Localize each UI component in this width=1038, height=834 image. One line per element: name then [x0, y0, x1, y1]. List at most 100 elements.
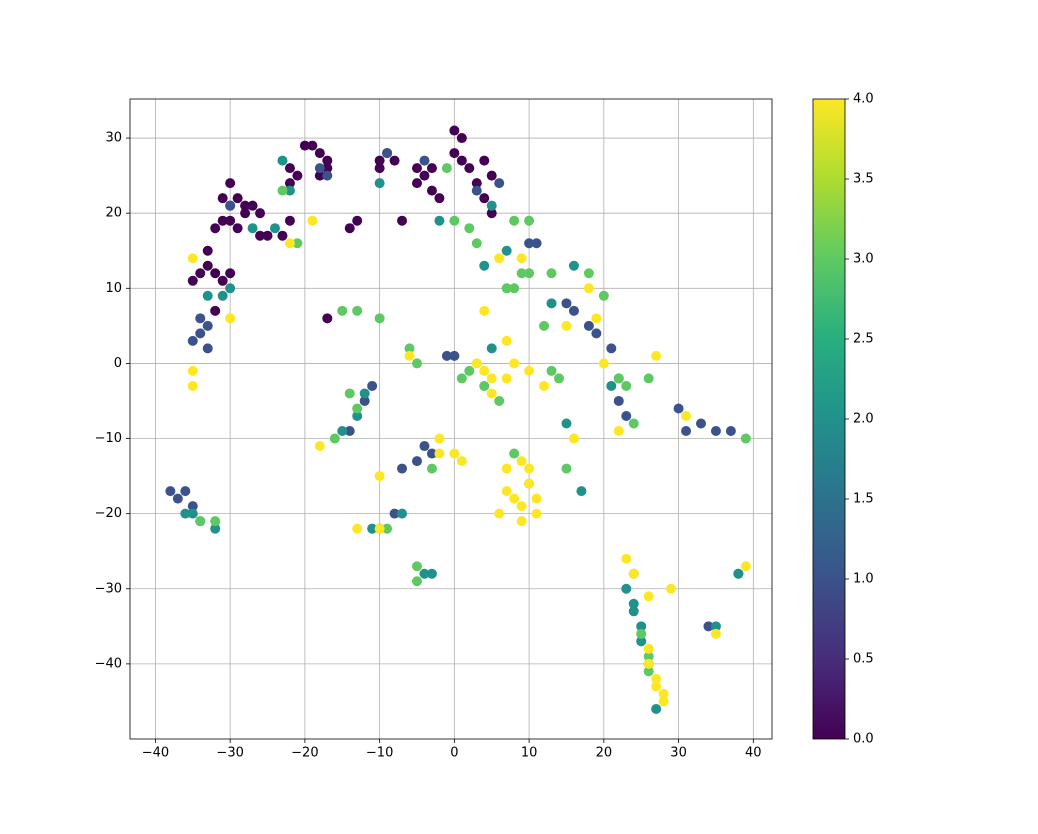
point — [382, 148, 393, 159]
y-tick-label: −40 — [95, 656, 122, 671]
point — [479, 260, 490, 271]
point — [374, 523, 385, 534]
point — [284, 215, 295, 226]
point — [277, 230, 288, 241]
point — [643, 666, 654, 677]
point — [449, 215, 460, 226]
point — [322, 313, 333, 324]
point — [426, 568, 437, 579]
point — [479, 365, 490, 376]
point — [434, 215, 445, 226]
point — [426, 185, 437, 196]
point — [501, 463, 512, 474]
point — [643, 591, 654, 602]
point — [598, 358, 609, 369]
point — [531, 238, 542, 249]
colorbar-tick-label: 2.5 — [853, 332, 874, 347]
point — [225, 268, 236, 279]
point — [367, 523, 378, 534]
point — [397, 508, 408, 519]
point — [202, 320, 213, 331]
point — [509, 358, 520, 369]
point — [195, 516, 206, 527]
point — [464, 223, 475, 234]
y-tick-label: −20 — [95, 506, 122, 521]
point — [479, 380, 490, 391]
point — [643, 373, 654, 384]
point — [613, 426, 624, 437]
point — [479, 155, 490, 166]
y-tick-label: −30 — [95, 581, 122, 596]
point — [568, 305, 579, 316]
point — [187, 275, 198, 286]
point — [546, 298, 557, 309]
colorbar-tick-label: 4.0 — [853, 92, 874, 107]
point — [628, 598, 639, 609]
point — [225, 178, 236, 189]
point — [583, 268, 594, 279]
point — [501, 373, 512, 384]
point — [561, 298, 572, 309]
point — [307, 140, 318, 151]
point — [456, 133, 467, 144]
colorbar-tick-label: 3.5 — [853, 172, 874, 187]
x-tick-label: 0 — [450, 746, 458, 761]
point — [621, 553, 632, 564]
point — [397, 215, 408, 226]
point — [210, 523, 221, 534]
point — [322, 155, 333, 166]
plot-frame — [129, 98, 773, 740]
point — [509, 493, 520, 504]
point — [374, 471, 385, 482]
point — [710, 628, 721, 639]
point — [292, 170, 303, 181]
point — [710, 621, 721, 632]
point — [314, 148, 325, 159]
point — [651, 703, 662, 714]
point — [583, 320, 594, 331]
point — [434, 448, 445, 459]
point — [643, 651, 654, 662]
y-tick-label: 10 — [105, 281, 122, 296]
point — [651, 350, 662, 361]
point — [479, 305, 490, 316]
point — [187, 365, 198, 376]
point — [651, 681, 662, 692]
point — [703, 621, 714, 632]
point — [359, 395, 370, 406]
point — [352, 215, 363, 226]
point — [352, 523, 363, 534]
point — [374, 178, 385, 189]
point — [232, 193, 243, 204]
x-tick-label: −20 — [291, 746, 318, 761]
y-tick-label: 30 — [105, 131, 122, 146]
point — [359, 388, 370, 399]
colorbar-tick-label: 3.0 — [853, 252, 874, 267]
point — [337, 426, 348, 437]
point — [255, 230, 266, 241]
point — [516, 456, 527, 467]
point — [232, 223, 243, 234]
point — [434, 193, 445, 204]
point — [419, 441, 430, 452]
point — [681, 426, 692, 437]
point — [516, 268, 527, 279]
point — [471, 185, 482, 196]
point — [322, 163, 333, 174]
x-tick-label: −10 — [366, 746, 393, 761]
point — [449, 148, 460, 159]
point — [486, 170, 497, 181]
point — [344, 388, 355, 399]
y-tick-label: −10 — [95, 431, 122, 446]
point — [187, 335, 198, 346]
point — [471, 238, 482, 249]
point — [314, 170, 325, 181]
point — [524, 215, 535, 226]
point — [225, 215, 236, 226]
point — [486, 388, 497, 399]
point — [516, 253, 527, 264]
colorbar-tick-label: 2.0 — [853, 412, 874, 427]
point — [740, 433, 751, 444]
point — [374, 313, 385, 324]
